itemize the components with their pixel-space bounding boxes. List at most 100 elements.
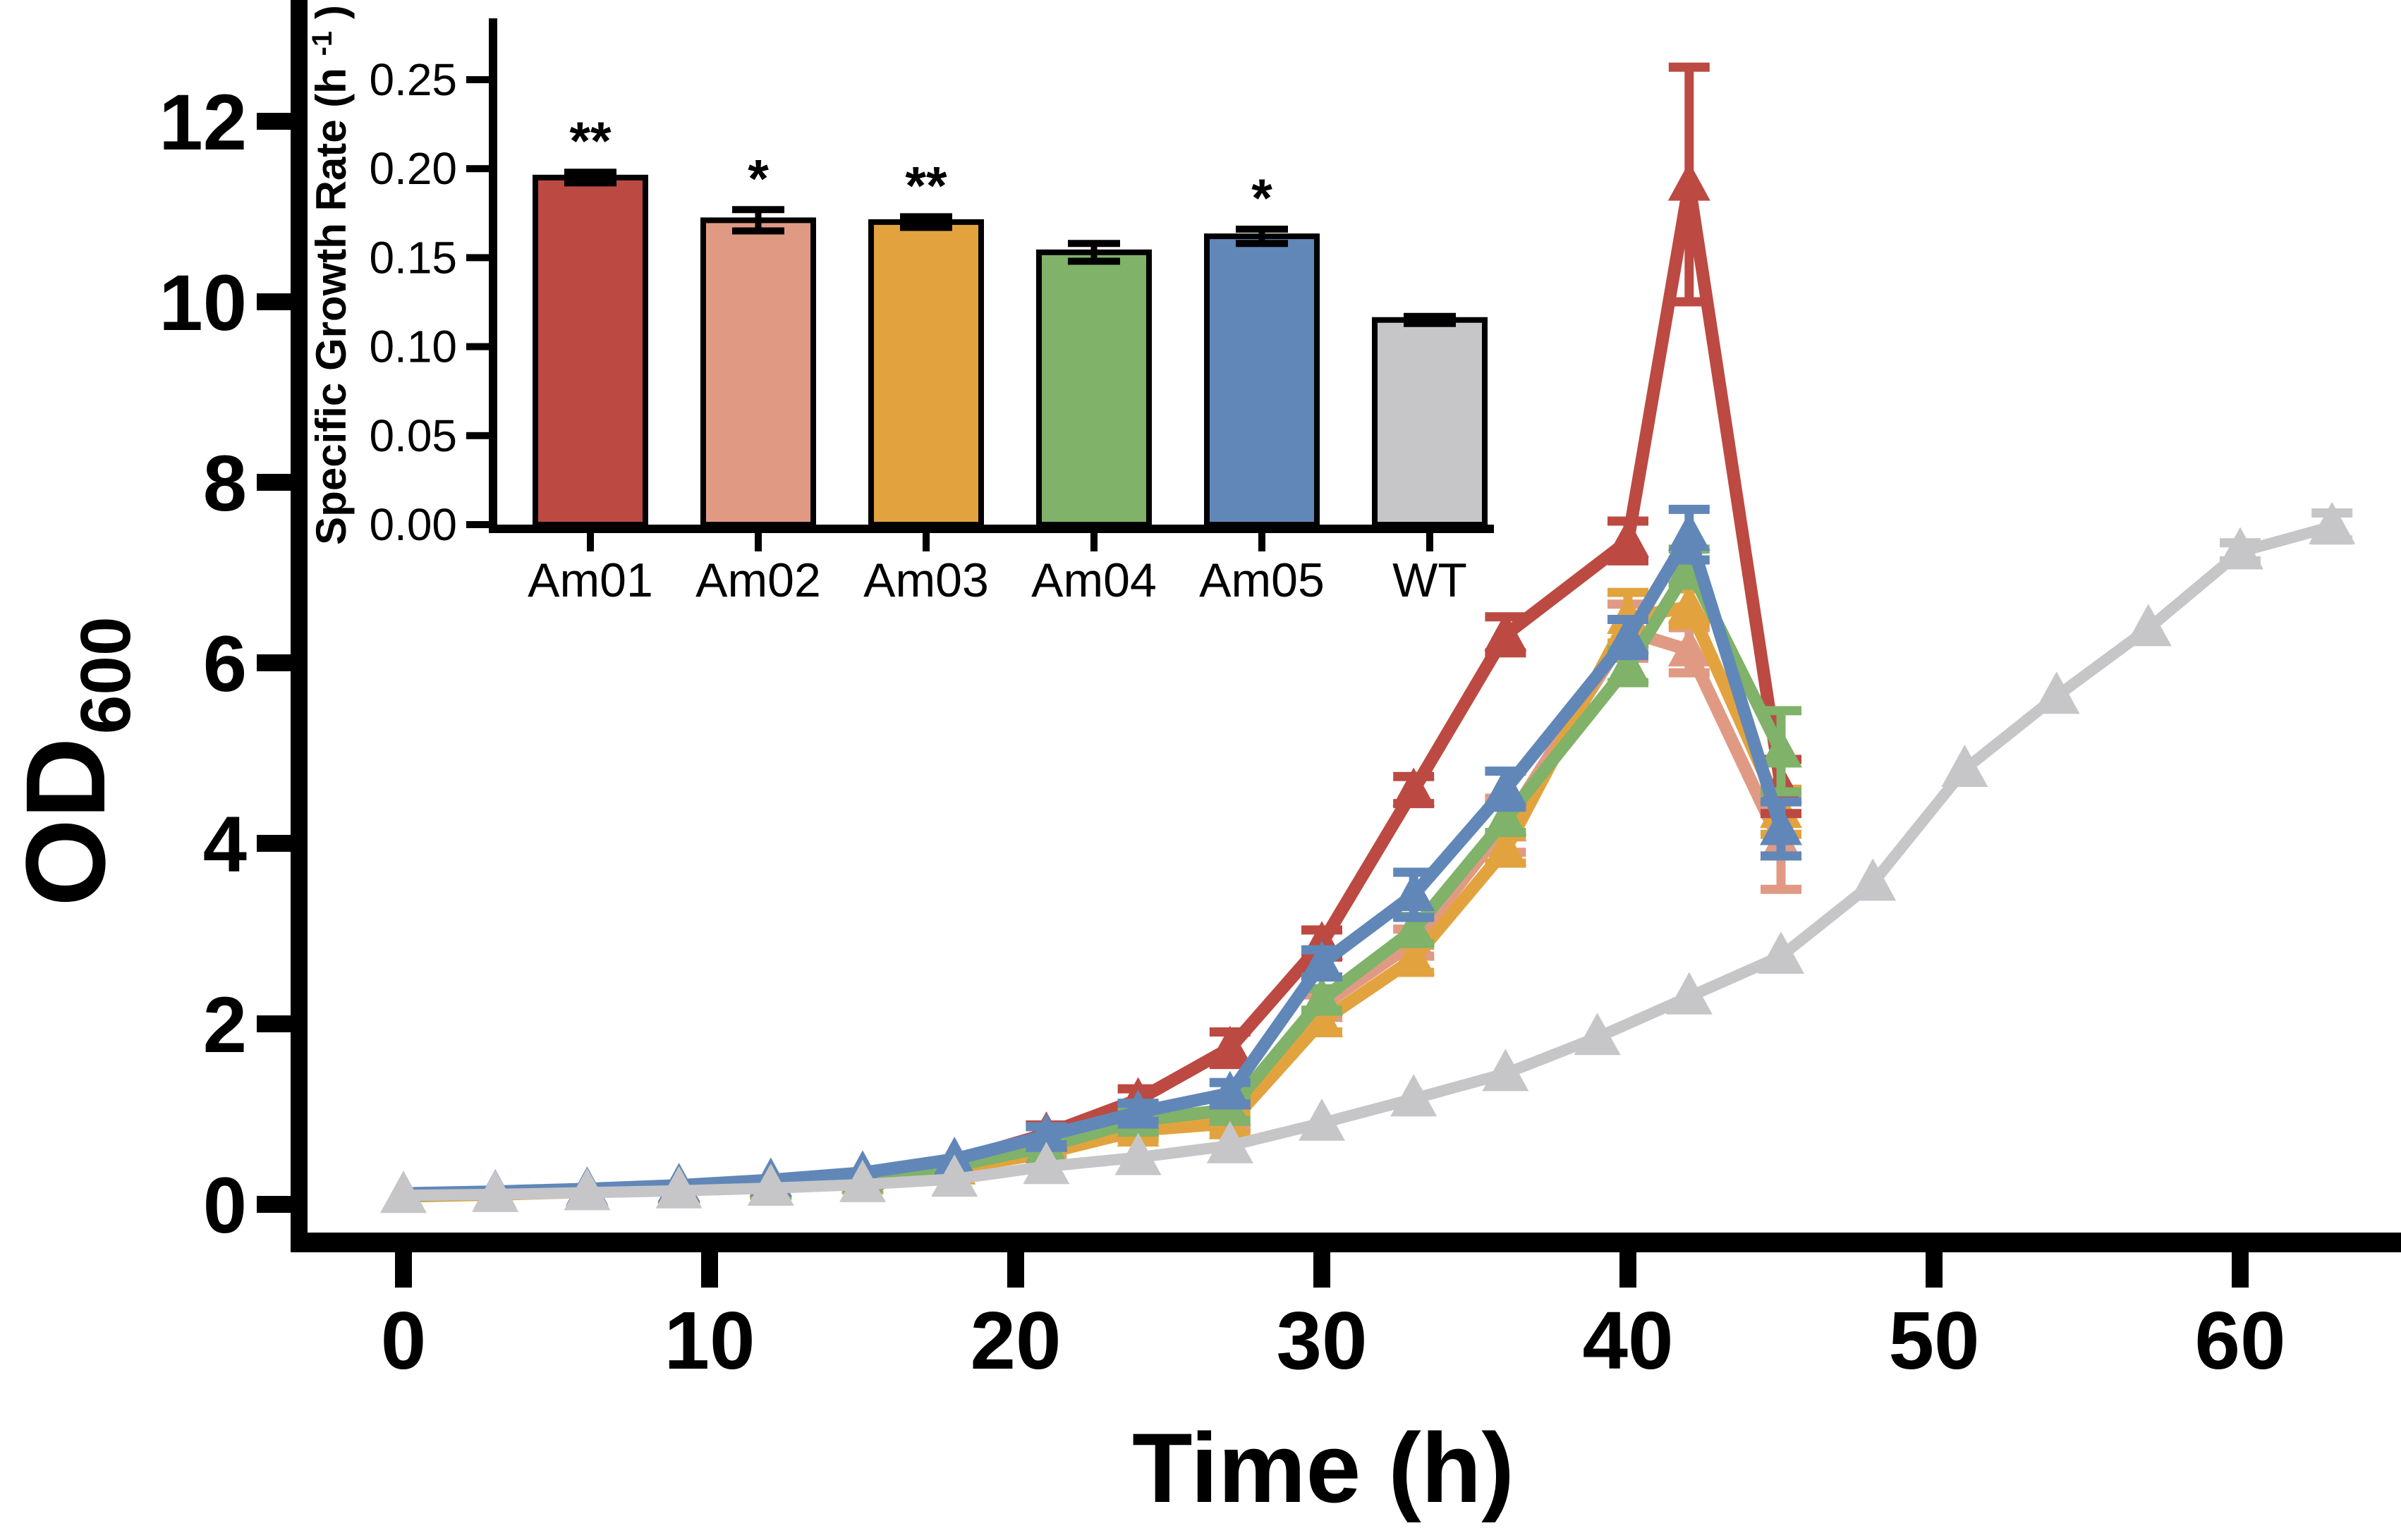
main-x-tick-label: 60: [2194, 1295, 2285, 1386]
triangle-marker-Am03: [1301, 998, 1343, 1038]
inset-x-tick: [587, 533, 594, 551]
inset-category-label: Am02: [695, 554, 821, 607]
inset-y-tick-label: 0.00: [369, 499, 457, 550]
main-y-tick-label: 6: [203, 620, 247, 708]
main-y-tick-label: 12: [159, 78, 247, 166]
triangle-marker-Am03: [1667, 584, 1710, 623]
inset-x-tick: [1426, 533, 1433, 551]
triangle-marker-WT: [1574, 1013, 1621, 1056]
main-y-tick: [257, 835, 291, 852]
triangle-marker-Am03: [1484, 826, 1527, 866]
triangle-marker-Am04: [1484, 796, 1527, 836]
triangle-marker-WT: [2309, 501, 2356, 544]
main-y-tick-label: 4: [203, 800, 247, 888]
inset-y-label-close: ): [308, 5, 355, 19]
main-x-tick-label: 0: [381, 1295, 427, 1386]
main-y-tick: [257, 1015, 291, 1032]
main-y-tick: [257, 1196, 291, 1213]
inset-y-tick-label: 0.20: [369, 143, 457, 194]
triangle-marker-Am04: [1760, 728, 1802, 768]
triangle-marker-WT: [2033, 671, 2080, 714]
inset-bar-Am05: [1204, 233, 1320, 527]
main-x-axis-label: Time (h): [1132, 1412, 1514, 1523]
triangle-marker-WT: [1390, 1074, 1437, 1117]
main-y-tick-label: 8: [203, 439, 247, 527]
inset-y-spine: [489, 18, 497, 533]
triangle-marker-WT: [2217, 527, 2263, 570]
inset-y-tick-label: 0.10: [369, 322, 457, 372]
inset-y-label-base: Specific Growth Rate (h: [308, 68, 355, 545]
inset-y-tick-label: 0.05: [369, 410, 457, 461]
main-x-tick: [1926, 1252, 1943, 1288]
triangle-marker-WT: [564, 1168, 611, 1211]
triangle-marker-Am04: [1301, 977, 1343, 1016]
main-x-tick-label: 10: [664, 1295, 755, 1386]
triangle-marker-Am04: [1392, 907, 1435, 946]
inset-x-tick: [923, 533, 930, 551]
main-x-tick-label: 50: [1888, 1295, 1979, 1386]
main-x-tick: [1007, 1252, 1024, 1288]
inset-y-tick: [466, 165, 489, 173]
main-y-tick: [257, 654, 291, 671]
main-x-tick-label: 30: [1276, 1295, 1367, 1386]
inset-y-tick-label: 0.15: [369, 232, 457, 283]
triangle-marker-Am05: [1484, 766, 1527, 806]
inset-bar-Am03: [868, 219, 984, 527]
main-x-tick-label: 20: [970, 1295, 1061, 1386]
triangle-marker-Am01: [1484, 612, 1527, 652]
inset-category-label: Am04: [1031, 554, 1157, 607]
main-y-tick: [257, 293, 291, 310]
triangle-marker-WT: [931, 1154, 978, 1197]
triangle-marker-Am01: [1208, 1025, 1251, 1065]
main-x-tick: [1619, 1252, 1636, 1288]
inset-x-tick: [1090, 533, 1098, 551]
main-x-tick: [1313, 1252, 1330, 1288]
main-x-tick: [2232, 1252, 2249, 1288]
y-axis-label-base: OD: [2, 738, 128, 907]
triangle-marker-Am05: [1301, 941, 1343, 980]
inset-bar-Am01: [533, 174, 648, 527]
inset-bar-Am02: [700, 217, 816, 527]
significance-star-Am03: **: [905, 156, 947, 216]
triangle-marker-WT: [1665, 972, 1713, 1015]
triangle-marker-WT: [380, 1171, 427, 1214]
main-y-tick: [257, 474, 291, 491]
triangle-marker-WT: [1206, 1120, 1253, 1163]
main-y-tick-label: 2: [203, 981, 247, 1069]
significance-star-Am01: **: [569, 111, 612, 171]
triangle-marker-WT: [839, 1159, 886, 1202]
triangle-marker-WT: [1482, 1049, 1529, 1092]
inset-y-tick: [466, 521, 489, 528]
triangle-marker-WT: [472, 1169, 519, 1212]
inset-y-label-superscript: -1: [307, 31, 338, 56]
inset-x-tick: [1258, 533, 1265, 551]
triangle-marker-WT: [1849, 858, 1897, 901]
y-axis-label-subscript: 600: [66, 616, 145, 734]
triangle-marker-WT: [1023, 1142, 1070, 1185]
triangle-marker-Am05: [1208, 1070, 1251, 1110]
triangle-marker-Am01: [1667, 161, 1710, 201]
triangle-marker-Am05: [1392, 872, 1435, 911]
inset-category-label: WT: [1392, 554, 1467, 607]
inset-bar-WT: [1372, 317, 1488, 527]
triangle-marker-Am05: [1667, 512, 1710, 551]
main-axes: 0 2 4 6 8 10 12 0 10 20 30 40 50 60: [159, 0, 2401, 1386]
triangle-marker-Am05: [1607, 615, 1649, 654]
main-y-tick: [257, 113, 291, 130]
triangle-marker-WT: [1758, 931, 1804, 974]
significance-star-Am02: *: [748, 149, 769, 209]
triangle-marker-Am02: [1667, 628, 1710, 667]
triangle-marker-Am05: [1760, 806, 1802, 845]
triangle-marker-WT: [655, 1166, 703, 1209]
series-line-WT: [403, 521, 2334, 1202]
main-y-spine: [291, 0, 308, 1252]
inset-y-tick: [466, 76, 489, 83]
series-layer: [380, 62, 2356, 1214]
significance-star-Am05: *: [1251, 169, 1272, 228]
inset-bar-Am04: [1036, 249, 1152, 527]
inset-category-label: Am01: [528, 554, 653, 607]
triangle-marker-Am05: [1117, 1089, 1160, 1129]
triangle-marker-Am03: [1392, 936, 1435, 975]
